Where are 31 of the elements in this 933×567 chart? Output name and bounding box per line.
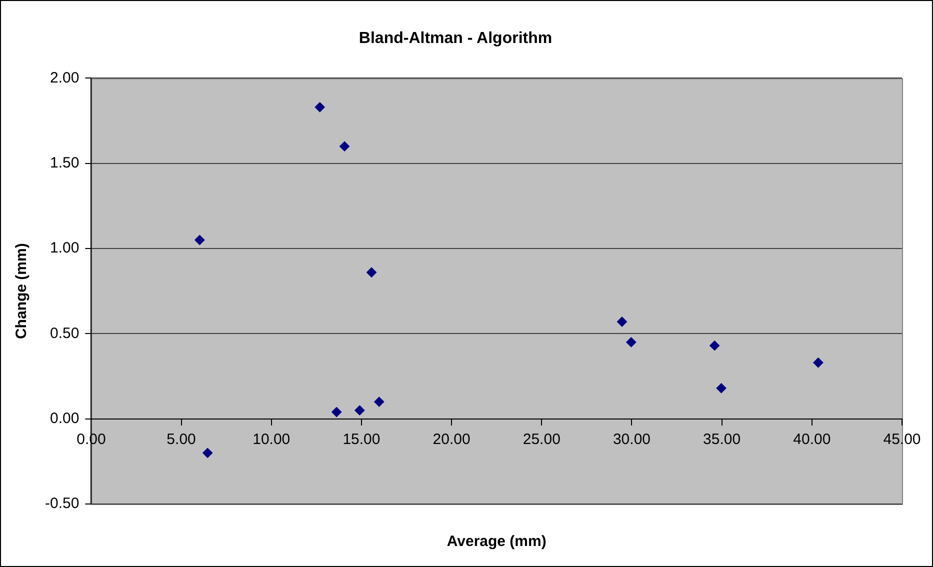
y-tick-label: 1.50 <box>50 154 80 172</box>
y-tick-label: 2.00 <box>50 69 80 86</box>
point <box>813 358 824 368</box>
y-axis-title: Change (mm) <box>13 243 30 340</box>
x-axis-title: Average (mm) <box>446 533 546 550</box>
x-tick-label: 45.00 <box>883 430 921 448</box>
x-tick-label: 40.00 <box>793 430 831 448</box>
y-tick-label: 0.00 <box>50 410 80 427</box>
y-tick-label: 0.50 <box>50 324 80 342</box>
point <box>194 235 205 246</box>
point <box>626 337 636 348</box>
point <box>374 396 384 407</box>
point <box>354 405 365 416</box>
x-tick-label: 25.00 <box>522 430 560 448</box>
point <box>202 448 213 458</box>
point <box>332 407 342 418</box>
x-tick-label: 5.00 <box>166 430 196 448</box>
y-tick-label: 1.00 <box>50 240 80 257</box>
chart-title: Bland-Altman - Algorithm <box>358 30 552 48</box>
x-tick-label: 20.00 <box>432 430 470 448</box>
point <box>617 316 627 327</box>
point <box>710 340 720 351</box>
y-tick-label: -0.50 <box>44 495 80 512</box>
x-tick-label: 35.00 <box>703 430 741 448</box>
point <box>366 267 377 278</box>
point <box>716 383 726 394</box>
point <box>340 141 350 152</box>
x-tick-label: 10.00 <box>252 430 290 448</box>
point <box>314 102 325 112</box>
x-tick-label: 15.00 <box>342 430 380 448</box>
x-tick-label: 30.00 <box>612 430 651 448</box>
